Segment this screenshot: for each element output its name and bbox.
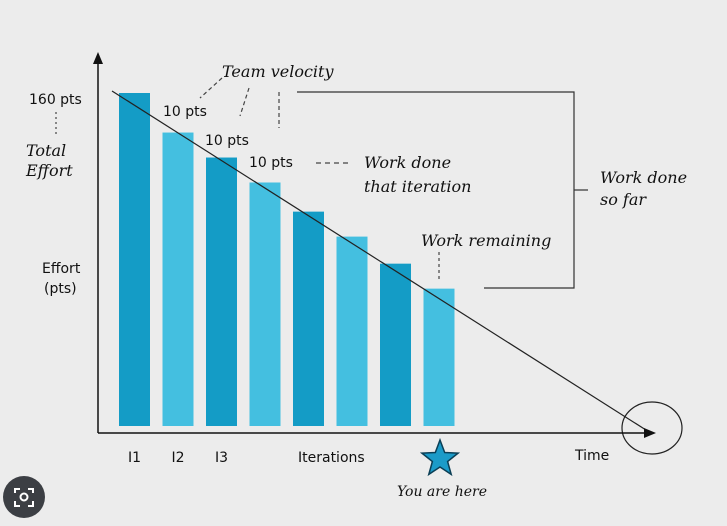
- bar-2: [162, 132, 194, 426]
- velocity-value-1: 10 pts: [163, 104, 207, 120]
- velocity-value-3: 10 pts: [249, 155, 293, 171]
- total-effort-line2: Effort: [25, 161, 73, 180]
- you-are-here-label: You are here: [397, 484, 487, 500]
- bars-group: [119, 93, 455, 427]
- x-axis-label: Iterations: [298, 450, 365, 466]
- end-circle: [621, 401, 683, 455]
- work-done-so-far-line2: so far: [600, 190, 647, 209]
- bar-5: [293, 211, 324, 426]
- x-tick-labels: I1 I2 I3: [128, 450, 228, 466]
- velocity-dash-1: [199, 77, 223, 99]
- lens-button[interactable]: [3, 476, 45, 518]
- work-done-so-far-line1: Work done: [600, 168, 687, 187]
- y-axis-label-line1: Effort: [42, 261, 81, 277]
- trend-line: [111, 90, 647, 431]
- bar-4: [249, 182, 281, 426]
- y-axis-label-line2: (pts): [44, 281, 77, 297]
- work-remaining-label: Work remaining: [421, 231, 551, 250]
- team-velocity-label: Team velocity: [222, 62, 334, 81]
- bar-8: [423, 288, 455, 426]
- x-axis-arrow: [644, 428, 656, 438]
- lens-icon: [14, 488, 34, 507]
- you-are-here-star-icon: [419, 437, 461, 477]
- y-axis-arrow: [93, 52, 103, 64]
- work-done-iteration-line1: Work done: [364, 153, 451, 172]
- total-effort-line1: Total: [26, 141, 66, 160]
- bar-1: [119, 93, 150, 426]
- work-done-iteration-label: Work done that iteration: [364, 153, 471, 196]
- x-tick-label-1: I1: [128, 450, 141, 466]
- bar-3: [206, 157, 237, 427]
- total-value-label: 160 pts: [29, 92, 82, 108]
- bar-7: [380, 263, 411, 426]
- work-done-so-far-label: Work done so far: [600, 168, 692, 209]
- total-effort-label: Total Effort: [25, 141, 73, 180]
- x-tick-label-3: I3: [215, 450, 228, 466]
- work-done-iteration-line2: that iteration: [364, 177, 471, 196]
- velocity-value-2: 10 pts: [205, 133, 249, 149]
- bar-6: [336, 236, 368, 426]
- time-label: Time: [574, 448, 609, 464]
- velocity-dash-2: [239, 87, 250, 117]
- y-axis-label: Effort (pts): [42, 261, 85, 297]
- x-tick-label-2: I2: [171, 450, 184, 466]
